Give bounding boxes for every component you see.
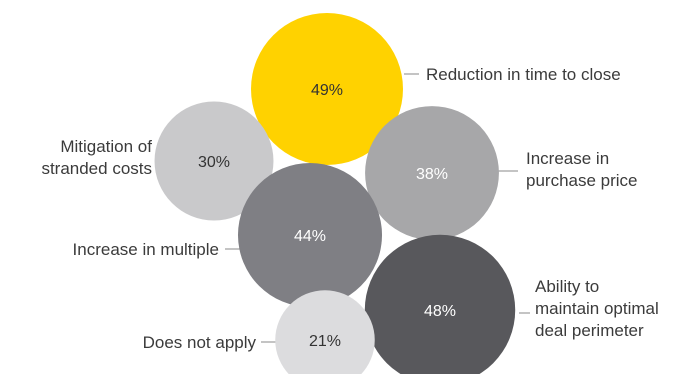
category-label: Reduction in time to close: [426, 65, 621, 84]
bubble-value-label: 48%: [424, 303, 456, 320]
bubble-value-label: 49%: [311, 82, 343, 99]
bubble-value-label: 30%: [198, 154, 230, 171]
bubble: [365, 106, 499, 240]
category-label: Mitigation of stranded costs: [41, 137, 152, 178]
bubble-value-label: 38%: [416, 166, 448, 183]
bubble: [275, 290, 375, 374]
bubble: [154, 101, 274, 221]
category-label: Ability to maintain optimal deal perimeter: [535, 277, 659, 340]
bubble: [251, 13, 403, 165]
bubble: [237, 162, 383, 308]
category-label: Increase in purchase price: [526, 149, 638, 190]
category-label: Does not apply: [143, 333, 257, 352]
bubble: [364, 234, 516, 374]
bubble-value-label: 44%: [294, 228, 326, 245]
category-label: Increase in multiple: [73, 240, 219, 259]
bubble-value-label: 21%: [309, 333, 341, 350]
